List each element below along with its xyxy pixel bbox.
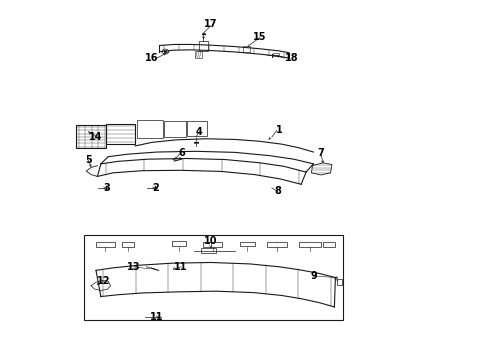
Bar [122,242,134,247]
Text: 10: 10 [204,236,218,246]
Bar [267,242,287,247]
Text: 3: 3 [104,183,111,193]
Bar [96,242,115,247]
Bar [164,121,186,137]
Text: 14: 14 [89,132,103,142]
Bar [76,125,106,148]
Bar [201,248,216,253]
Text: 6: 6 [178,148,185,158]
Bar [323,242,335,247]
Text: 9: 9 [310,271,317,281]
Bar [273,53,279,56]
Text: 16: 16 [146,53,159,63]
Bar [198,41,208,51]
Bar [337,279,342,285]
Bar [84,234,343,320]
Bar [137,121,163,138]
Text: 11: 11 [174,262,187,272]
Text: 13: 13 [127,262,140,272]
Bar [106,125,135,144]
Bar [172,241,186,246]
Circle shape [164,51,166,52]
Bar [187,121,207,136]
Text: 17: 17 [204,19,218,29]
Bar [299,242,321,247]
Text: 7: 7 [318,148,324,158]
Text: 4: 4 [195,127,202,136]
Text: 11: 11 [150,312,164,322]
Text: 18: 18 [285,53,298,63]
Bar [203,242,222,247]
Bar [240,242,255,246]
Bar [195,51,202,58]
Bar [243,45,250,52]
Text: 2: 2 [153,183,159,193]
Text: 15: 15 [253,32,267,41]
Text: 5: 5 [85,155,92,165]
Text: 1: 1 [276,125,283,135]
Text: 12: 12 [97,276,110,286]
Text: 8: 8 [274,186,281,197]
